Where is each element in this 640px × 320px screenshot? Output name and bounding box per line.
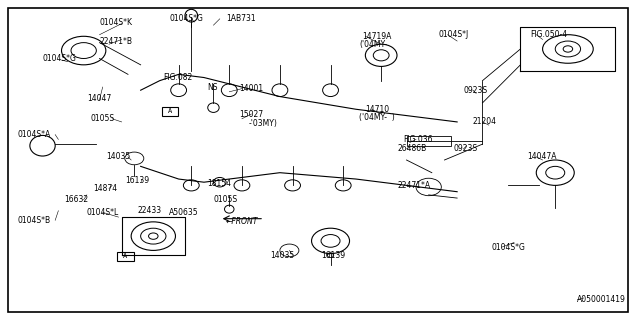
FancyBboxPatch shape bbox=[117, 252, 134, 260]
Text: 14047A: 14047A bbox=[527, 152, 556, 161]
Text: NS: NS bbox=[207, 83, 218, 92]
FancyBboxPatch shape bbox=[161, 107, 178, 116]
Text: 18154: 18154 bbox=[207, 179, 231, 188]
Text: 14719A: 14719A bbox=[362, 32, 392, 41]
Text: 14047: 14047 bbox=[87, 94, 111, 103]
Text: 14001: 14001 bbox=[239, 84, 263, 93]
Text: 0104S*L: 0104S*L bbox=[87, 208, 119, 217]
Text: 22471*A: 22471*A bbox=[397, 181, 430, 190]
Text: 14035: 14035 bbox=[106, 152, 130, 161]
Text: 14035: 14035 bbox=[271, 251, 294, 260]
Text: 16139: 16139 bbox=[321, 251, 345, 260]
Bar bbox=[406, 136, 451, 146]
Text: 22433: 22433 bbox=[138, 206, 162, 215]
Text: A050001419: A050001419 bbox=[577, 295, 627, 304]
Text: ('04MY-: ('04MY- bbox=[359, 40, 387, 49]
Text: 0104S*A: 0104S*A bbox=[17, 130, 51, 139]
Text: FIG.050-4: FIG.050-4 bbox=[530, 30, 567, 39]
Text: 0923S: 0923S bbox=[454, 144, 478, 153]
Text: 0104S*G: 0104S*G bbox=[492, 243, 526, 252]
Text: 0105S: 0105S bbox=[213, 195, 237, 204]
Text: 0104S*B: 0104S*B bbox=[17, 216, 51, 225]
Text: ←FRONT: ←FRONT bbox=[226, 217, 258, 226]
Text: 16139: 16139 bbox=[125, 176, 149, 185]
Text: 0104S*G: 0104S*G bbox=[169, 14, 203, 23]
Text: A: A bbox=[124, 253, 127, 260]
Text: 26486B: 26486B bbox=[397, 144, 426, 153]
Text: -'03MY): -'03MY) bbox=[248, 119, 277, 128]
Text: 1AB731: 1AB731 bbox=[226, 14, 256, 23]
Text: ('04MY-  ): ('04MY- ) bbox=[359, 113, 395, 122]
Text: 22471*B: 22471*B bbox=[99, 36, 132, 45]
Text: FIG.036: FIG.036 bbox=[403, 135, 433, 144]
Text: 21204: 21204 bbox=[473, 117, 497, 126]
Text: 0923S: 0923S bbox=[463, 86, 488, 95]
Text: 0104S*J: 0104S*J bbox=[438, 30, 468, 39]
Text: 0104S*G: 0104S*G bbox=[42, 54, 76, 63]
Text: 0104S*K: 0104S*K bbox=[99, 18, 132, 27]
Text: 16632: 16632 bbox=[65, 195, 89, 204]
Text: A50635: A50635 bbox=[169, 208, 199, 217]
Text: A: A bbox=[168, 108, 172, 115]
Text: 14710: 14710 bbox=[365, 105, 390, 114]
Text: 14874: 14874 bbox=[93, 184, 117, 193]
Text: 0105S: 0105S bbox=[90, 114, 114, 123]
Text: 15027: 15027 bbox=[239, 109, 263, 118]
Text: FIG.082: FIG.082 bbox=[163, 73, 192, 82]
